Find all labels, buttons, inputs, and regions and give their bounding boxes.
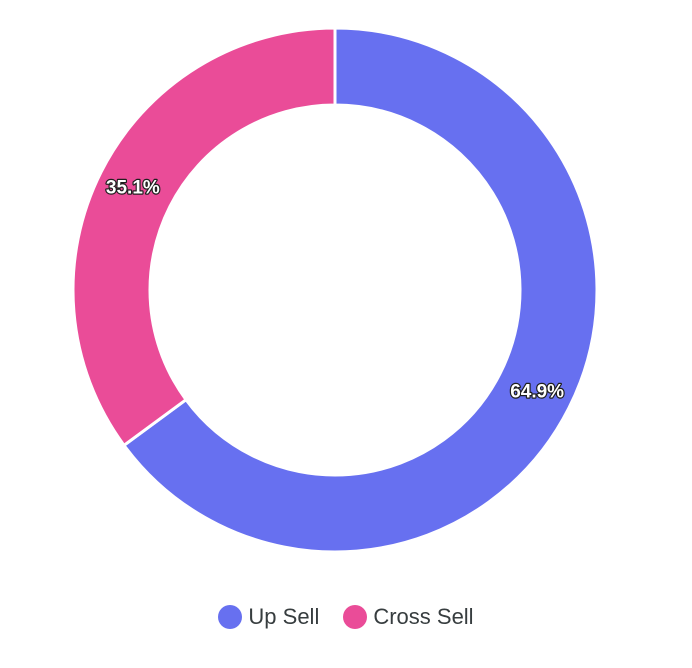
- chart-legend: Up Sell Cross Sell: [0, 604, 692, 630]
- legend-item-up-sell[interactable]: Up Sell: [218, 604, 319, 630]
- data-label-cross-sell: 35.1%: [106, 177, 160, 198]
- donut-chart: 64.9% 35.1%: [71, 26, 599, 554]
- slice-cross-sell[interactable]: [71, 26, 337, 448]
- slice-up-sell[interactable]: [121, 26, 599, 554]
- legend-marker-up-sell: [218, 605, 243, 629]
- legend-label-up-sell: Up Sell: [248, 604, 320, 629]
- legend-marker-cross-sell: [343, 605, 368, 629]
- legend-label-cross-sell: Cross Sell: [373, 604, 474, 629]
- data-label-up-sell: 64.9%: [510, 382, 564, 403]
- legend-item-cross-sell[interactable]: Cross Sell: [343, 604, 474, 630]
